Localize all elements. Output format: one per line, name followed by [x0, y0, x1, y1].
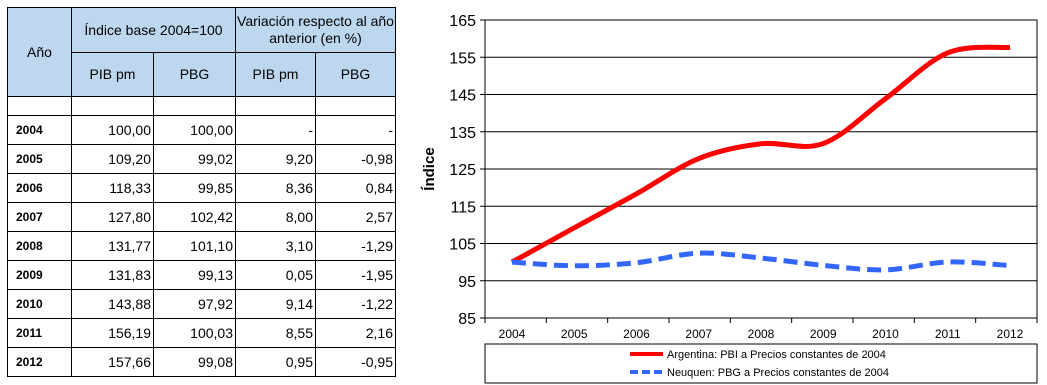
x-tick-label: 2008	[748, 327, 775, 341]
data-table: Año Índice base 2004=100 Variación respe…	[7, 7, 396, 377]
y-axis-label: Índice	[421, 147, 438, 190]
year-cell: 2005	[7, 144, 72, 174]
pib-variation-cell: 8,00	[235, 202, 316, 232]
pib-index-cell: 156,19	[71, 318, 154, 348]
header-pbg-variation: PBG	[315, 52, 396, 97]
pbg-variation-cell: -0,98	[315, 144, 396, 174]
pib-variation-cell: 3,10	[235, 231, 316, 261]
y-tick-label: 105	[449, 237, 476, 254]
pbg-variation-cell: -1,22	[315, 289, 396, 319]
pbg-index-cell: 100,00	[153, 115, 236, 145]
pib-index-cell: 109,20	[71, 144, 154, 174]
table-row: 2008 131,77 101,10 3,10 -1,29	[7, 231, 396, 261]
spacer-cell	[7, 96, 72, 116]
legend: Argentina: PBI a Precios constantes de 2…	[484, 343, 1038, 384]
year-cell: 2011	[7, 318, 72, 348]
x-tick-label: 2011	[935, 327, 961, 341]
header-variation-group: Variación respecto al año anterior (en %…	[235, 7, 396, 53]
legend-label-argentina: Argentina: PBI a Precios constantes de 2…	[667, 349, 886, 361]
pbg-index-cell: 101,10	[153, 231, 236, 261]
year-cell: 2010	[7, 289, 72, 319]
pib-index-cell: 127,80	[71, 202, 154, 232]
spacer-cell	[71, 96, 154, 116]
pbg-variation-cell: -	[315, 115, 396, 145]
year-cell: 2008	[7, 231, 72, 261]
year-cell: 2012	[7, 347, 72, 377]
series-line-neuquen	[511, 250, 1011, 273]
pib-variation-cell: 8,55	[235, 318, 316, 348]
pib-variation-cell: -	[235, 115, 316, 145]
x-tick-label: 2005	[561, 327, 588, 341]
pib-index-cell: 157,66	[71, 347, 154, 377]
header-pib-variation: PIB pm	[235, 52, 316, 97]
year-cell: 2006	[7, 173, 72, 203]
header-pbg-index: PBG	[153, 52, 236, 97]
y-tick-label: 145	[449, 88, 476, 105]
header-pib-index: PIB pm	[71, 52, 154, 97]
pbg-index-cell: 99,02	[153, 144, 236, 174]
table-row: 2010 143,88 97,92 9,14 -1,22	[7, 289, 396, 319]
legend-label-neuquen: Neuquen: PBG a Precios constantes de 200…	[667, 367, 889, 379]
y-tick-label: 155	[449, 50, 476, 67]
table-row: 2012 157,66 99,08 0,95 -0,95	[7, 347, 396, 377]
x-tick-label: 2010	[872, 327, 899, 341]
x-tick-label: 2007	[685, 327, 712, 341]
pbg-index-cell: 99,85	[153, 173, 236, 203]
y-axis: 85 95 105 115 125 135 145 155 165	[449, 13, 485, 328]
pib-variation-cell: 0,95	[235, 347, 316, 377]
year-cell: 2007	[7, 202, 72, 232]
y-tick-label: 125	[449, 162, 476, 179]
x-axis: 2004 2005 2006 2007 2008 2009 2010 2011 2012	[484, 318, 1038, 341]
table-row: 2011 156,19 100,03 8,55 2,16	[7, 318, 396, 348]
pib-variation-cell: 0,05	[235, 260, 316, 290]
spacer-cell	[153, 96, 236, 116]
pib-variation-cell: 9,20	[235, 144, 316, 174]
year-cell: 2009	[7, 260, 72, 290]
pib-index-cell: 100,00	[71, 115, 154, 145]
pbg-variation-cell: 2,16	[315, 318, 396, 348]
table-row: 2007 127,80 102,42 8,00 2,57	[7, 202, 396, 232]
table-row: 2004 100,00 100,00 - -	[7, 115, 396, 145]
table-row: 2006 118,33 99,85 8,36 0,84	[7, 173, 396, 203]
header-index-group: Índice base 2004=100	[71, 7, 236, 53]
y-tick-label: 135	[449, 125, 476, 142]
pib-index-cell: 143,88	[71, 289, 154, 319]
spacer-cell	[315, 96, 396, 116]
y-tick-label: 115	[450, 199, 476, 216]
y-tick-label: 165	[449, 13, 476, 30]
x-tick-label: 2006	[623, 327, 650, 341]
pib-index-cell: 131,83	[71, 260, 154, 290]
pbg-variation-cell: -1,95	[315, 260, 396, 290]
pbg-variation-cell: -0,95	[315, 347, 396, 377]
y-tick-label: 95	[458, 274, 476, 291]
legend-box	[484, 343, 1038, 384]
pib-variation-cell: 8,36	[235, 173, 316, 203]
pbg-variation-cell: 2,57	[315, 202, 396, 232]
pbg-index-cell: 99,13	[153, 260, 236, 290]
x-tick-label: 2009	[810, 327, 837, 341]
pbg-index-cell: 97,92	[153, 289, 236, 319]
x-tick-label: 2004	[499, 327, 526, 341]
table-row: 2009 131,83 99,13 0,05 -1,95	[7, 260, 396, 290]
pbg-variation-cell: -1,29	[315, 231, 396, 261]
pib-index-cell: 118,33	[71, 173, 154, 203]
pbg-variation-cell: 0,84	[315, 173, 396, 203]
x-tick-label: 2012	[997, 327, 1024, 341]
table-row: 2005 109,20 99,02 9,20 -0,98	[7, 144, 396, 174]
pib-index-cell: 131,77	[71, 231, 154, 261]
series-layer	[510, 44, 1011, 273]
year-cell: 2004	[7, 115, 72, 145]
spacer-cell	[235, 96, 316, 116]
pbg-index-cell: 102,42	[153, 202, 236, 232]
pbg-index-cell: 100,03	[153, 318, 236, 348]
pbg-index-cell: 99,08	[153, 347, 236, 377]
y-tick-label: 85	[458, 311, 476, 328]
series-line-argentina	[510, 44, 1011, 265]
grid-lines	[485, 19, 1037, 319]
header-year: Año	[7, 7, 72, 97]
pib-variation-cell: 9,14	[235, 289, 316, 319]
